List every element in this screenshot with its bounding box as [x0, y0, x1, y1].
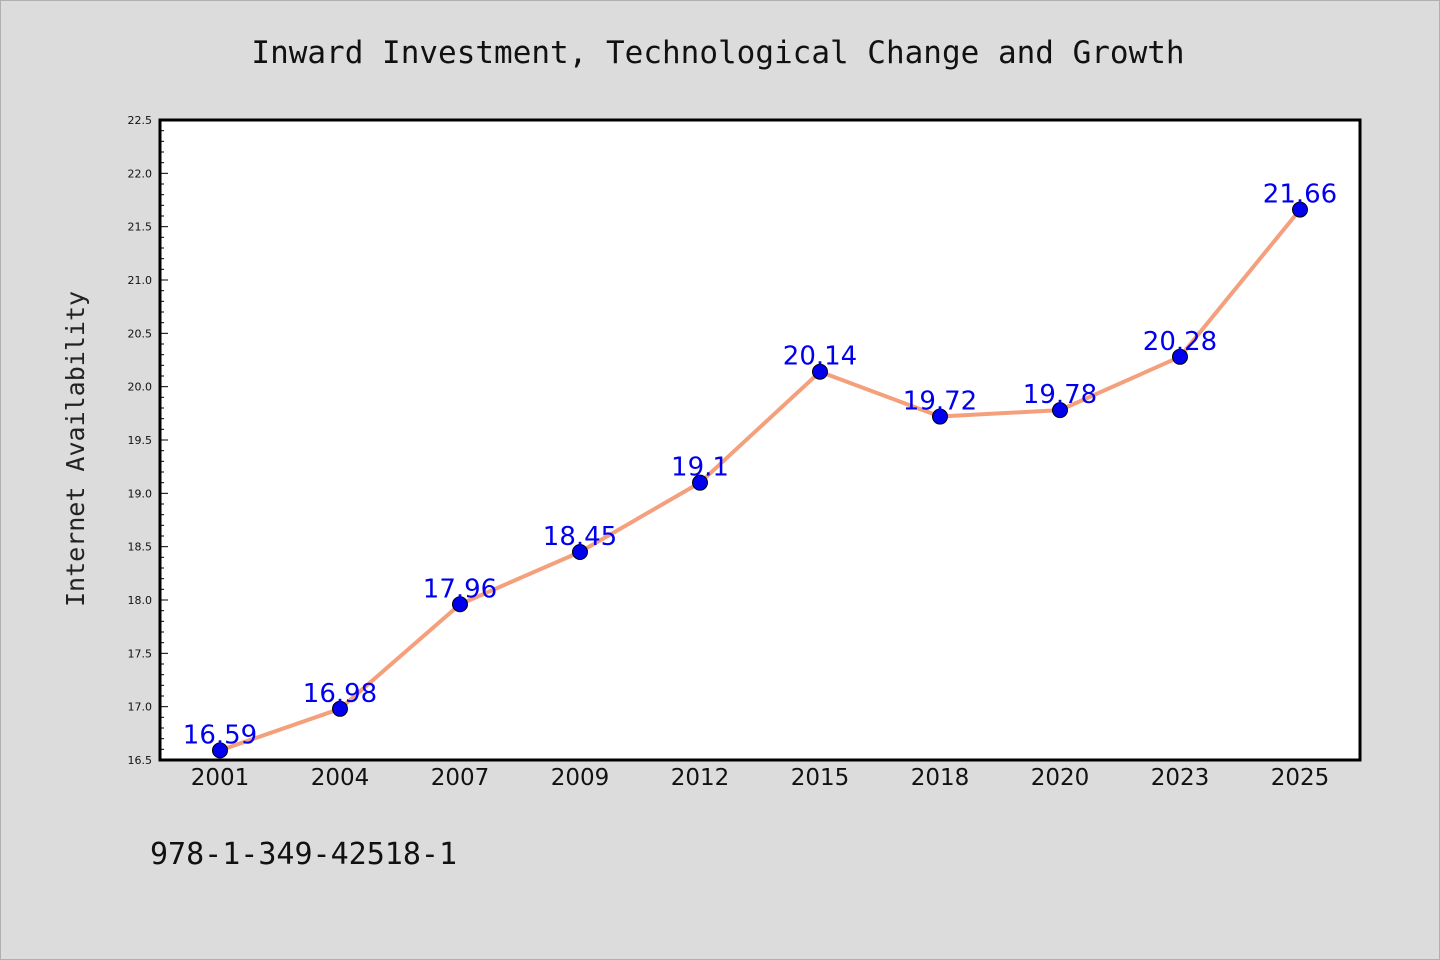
- y-axis-label: Internet Availability: [61, 291, 90, 607]
- data-point: [932, 408, 948, 425]
- data-label: 20.14: [783, 342, 857, 372]
- data-label: 17.96: [423, 574, 497, 604]
- y-tick-label: 20.5: [128, 327, 153, 340]
- isbn-text: 978-1-349-42518-1: [150, 837, 457, 872]
- x-tick-label: 2018: [911, 765, 970, 791]
- data-labels: 16.59 16.98 17.96 18.45 19.1 20.14 19.72 19.78 2…: [183, 180, 1337, 751]
- y-tick-label: 17.0: [128, 701, 153, 714]
- y-tick-label: 16.5: [128, 754, 153, 767]
- data-point: [572, 544, 588, 560]
- series-line-group: [212, 201, 1308, 759]
- series-line: [218, 207, 1302, 753]
- y-tick-label: 17.5: [128, 647, 153, 660]
- y-tick-label: 18.5: [128, 541, 153, 554]
- plot-area: [158, 118, 1362, 762]
- data-label: 21.66: [1263, 180, 1337, 210]
- x-tick-label: 2023: [1151, 765, 1210, 791]
- y-tick-label: 18.0: [128, 594, 153, 607]
- x-tick-label: 2015: [791, 765, 850, 791]
- data-point: [812, 363, 828, 380]
- y-tick-label: 19.0: [128, 487, 153, 500]
- data-point: [1292, 201, 1308, 218]
- data-point: [1052, 402, 1068, 419]
- data-label: 19.72: [903, 387, 977, 417]
- data-label: 20.28: [1143, 327, 1217, 357]
- data-label: 19.1: [671, 453, 729, 483]
- x-tick-label: 2025: [1271, 765, 1330, 791]
- data-label: 18.45: [543, 522, 617, 552]
- data-point: [332, 700, 348, 717]
- y-tick-label: 21.5: [128, 221, 153, 234]
- x-tick-label: 2009: [551, 765, 610, 791]
- y-tick-label: 19.5: [128, 434, 153, 447]
- data-label: 16.98: [303, 679, 377, 709]
- y-tick-label: 21.0: [128, 274, 153, 287]
- data-label: 16.59: [183, 720, 257, 750]
- data-point: [1172, 348, 1188, 365]
- data-point: [452, 596, 468, 613]
- x-axis: 2001 2004 2007 2009 2012 2015 2018 2020 2023 2025: [191, 765, 1330, 791]
- x-tick-label: 2004: [311, 765, 370, 791]
- data-label: 19.78: [1023, 380, 1097, 410]
- x-tick-label: 2012: [671, 765, 730, 791]
- data-point: [692, 474, 708, 491]
- y-tick-label: 20.0: [128, 381, 153, 394]
- y-axis: 16.5 17.0 17.5 18.0 18.5 19.0 19.5 20.0 20.5 21.0…: [128, 114, 168, 767]
- x-tick-label: 2020: [1031, 765, 1090, 791]
- y-tick-label: 22.0: [128, 167, 153, 180]
- y-tick-label: 22.5: [128, 114, 153, 127]
- x-tick-label: 2007: [431, 765, 490, 791]
- chart-title: Inward Investment, Technological Change …: [251, 35, 1184, 71]
- data-point: [212, 742, 228, 759]
- x-tick-label: 2001: [191, 765, 250, 791]
